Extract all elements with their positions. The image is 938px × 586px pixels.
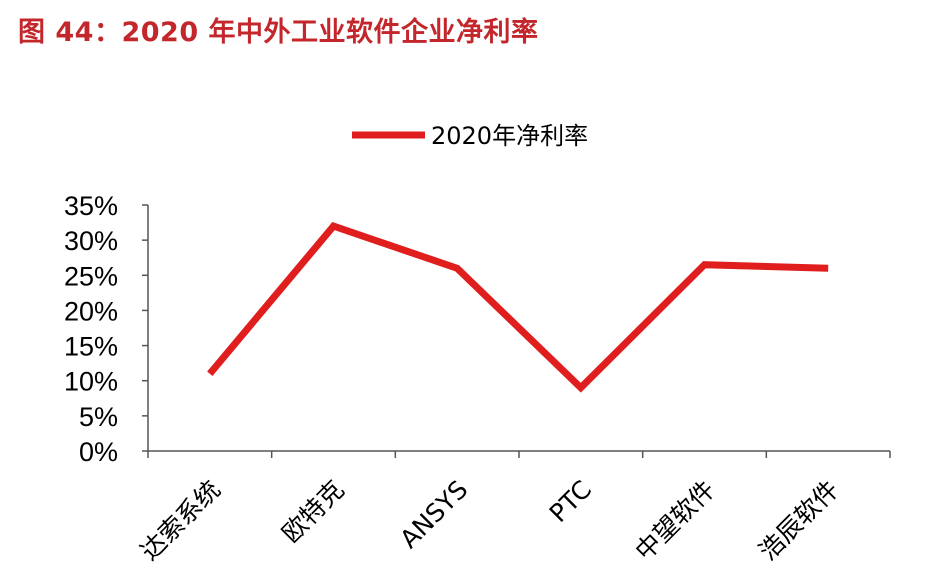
y-tick-labels: 0% 5% 10% 15% 20% 25% 30% 35% (64, 191, 118, 467)
x-tick-labels: 达索系统 欧特克 ANSYS PTC 中望软件 浩辰软件 (135, 475, 845, 566)
y-tick-label: 10% (64, 367, 118, 397)
x-tick-label: 欧特克 (276, 475, 350, 549)
legend: 2020年净利率 (352, 122, 588, 150)
x-tick-label: 达索系统 (135, 475, 226, 566)
y-tick-label: 5% (79, 402, 118, 432)
figure-title: 图 44：2020 年中外工业软件企业净利率 (18, 17, 539, 48)
axes (142, 204, 891, 458)
y-tick-label: 30% (64, 226, 118, 256)
series-line (207, 222, 829, 393)
y-tick-label: 25% (64, 261, 118, 291)
y-tick-label: 35% (64, 191, 118, 221)
x-tick-label: ANSYS (394, 475, 473, 554)
x-tick-label: 中望软件 (630, 475, 721, 566)
y-tick-label: 20% (64, 296, 118, 326)
y-tick-label: 0% (79, 437, 118, 467)
series (207, 222, 829, 393)
x-tick-label: 浩辰软件 (753, 475, 844, 566)
y-tick-label: 15% (64, 332, 118, 362)
x-tick-label: PTC (544, 475, 597, 528)
legend-label: 2020年净利率 (431, 122, 588, 150)
